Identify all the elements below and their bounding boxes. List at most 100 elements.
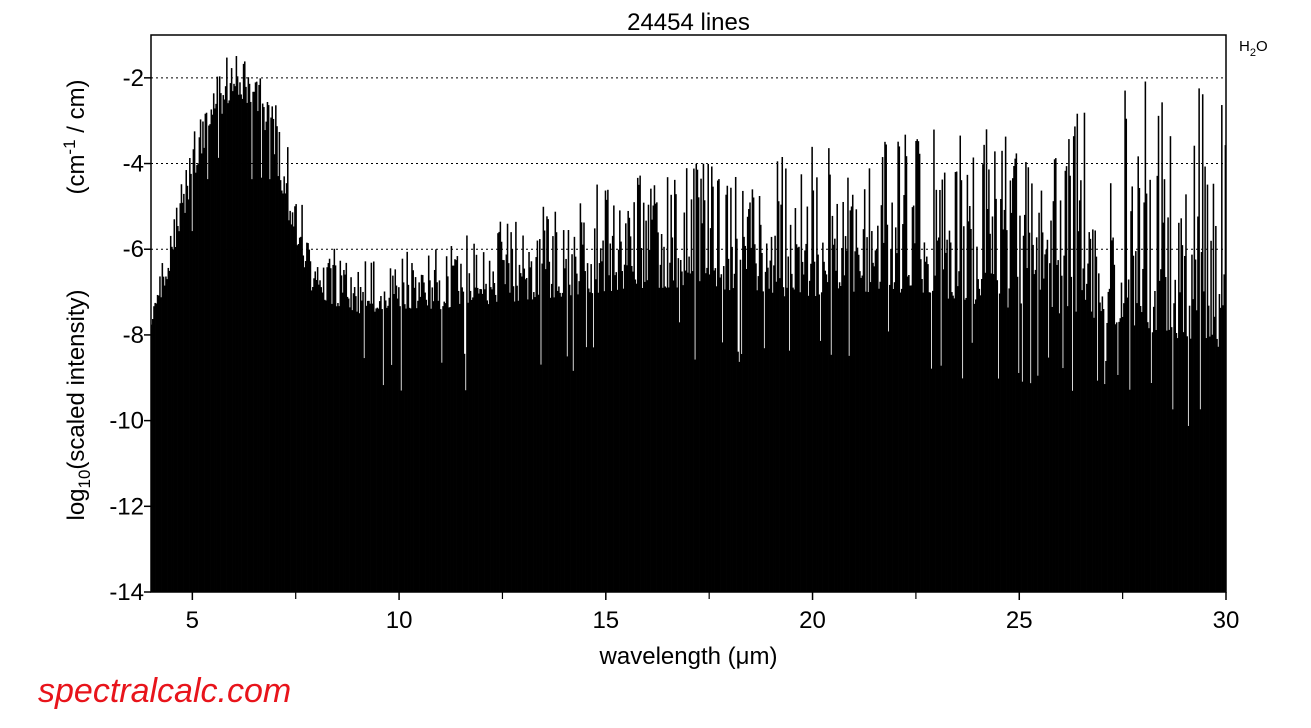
spectral-line [959, 135, 962, 592]
spectral-line [429, 280, 431, 592]
spectral-line [177, 226, 179, 592]
spectral-line [555, 232, 558, 592]
spectral-line [1172, 409, 1174, 592]
spectral-line [232, 91, 234, 593]
spectral-line [952, 295, 954, 592]
spectral-line [175, 207, 178, 592]
spectral-line [785, 168, 787, 592]
spectral-line [906, 276, 909, 592]
spectral-line [701, 223, 704, 592]
spectral-line [627, 210, 629, 592]
spectral-line [509, 292, 511, 592]
spectral-line [665, 287, 668, 592]
spectral-line [214, 108, 216, 593]
spectral-line [162, 276, 165, 592]
spectral-line [806, 206, 809, 593]
spectral-line [844, 236, 847, 592]
spectral-line [353, 287, 356, 592]
spectral-line [1179, 292, 1181, 592]
spectral-line [1170, 327, 1173, 592]
spectral-line [601, 261, 603, 592]
spectral-line [423, 282, 425, 592]
spectral-line [703, 200, 706, 593]
spectral-line [531, 299, 534, 592]
spectral-line [1055, 158, 1057, 592]
spectral-line [634, 279, 637, 592]
spectral-line [650, 188, 652, 593]
spectral-line [218, 76, 221, 593]
spectral-line [486, 300, 489, 592]
spectral-line [1200, 252, 1203, 592]
spectral-line [204, 113, 207, 593]
spectral-line [1053, 159, 1056, 593]
spectral-line [759, 224, 762, 593]
spectral-line [961, 378, 964, 592]
spectral-line [506, 223, 509, 592]
spectral-line [410, 308, 412, 592]
spectral-line [1083, 112, 1086, 593]
spectral-line [602, 240, 604, 592]
spectral-line [726, 185, 729, 592]
spectral-line [1006, 230, 1008, 592]
spectral-line [454, 259, 456, 592]
spectral-line [180, 184, 183, 593]
spectral-line [332, 264, 334, 592]
spectral-line [743, 236, 745, 592]
spectral-line [543, 230, 546, 593]
spectral-line [494, 294, 497, 592]
spectral-line [1084, 299, 1087, 592]
spectral-line [155, 303, 158, 592]
spectral-line [484, 289, 486, 592]
spectral-line [349, 307, 351, 592]
spectral-line [877, 225, 879, 592]
spectral-line [368, 300, 370, 592]
spectral-line [565, 258, 567, 592]
spectral-line [838, 282, 841, 592]
spectral-line [390, 364, 393, 592]
spectral-line [252, 91, 254, 592]
spectral-line [994, 151, 996, 592]
spectral-line [288, 220, 290, 592]
spectral-line [415, 308, 418, 592]
spectral-line [1009, 180, 1012, 592]
spectral-line [850, 206, 853, 592]
spectral-line [683, 212, 686, 593]
spectral-line [1060, 275, 1063, 592]
spectral-line [719, 277, 721, 592]
spectral-line [971, 342, 973, 592]
spectral-line [849, 210, 852, 593]
spectral-line [584, 271, 586, 592]
spectral-line [896, 253, 898, 592]
spectral-line [1059, 200, 1062, 593]
spectral-line [1080, 180, 1082, 592]
spectral-line [496, 301, 498, 592]
spectral-line [314, 271, 317, 592]
spectral-line [463, 353, 466, 592]
spectral-line [694, 359, 696, 592]
spectral-line [696, 169, 699, 592]
spectral-line [313, 278, 315, 592]
spectral-line [266, 102, 269, 592]
spectral-line [334, 265, 337, 592]
y-tick-label: -4 [123, 151, 144, 178]
spectral-line [229, 83, 232, 592]
spectral-line [998, 293, 1001, 592]
spectral-line [1023, 214, 1026, 592]
spectral-line [1076, 113, 1079, 592]
spectral-line [880, 205, 883, 593]
spectral-line [645, 220, 647, 592]
spectral-line [762, 291, 764, 592]
chart-title: 24454 lines [627, 9, 750, 36]
spectral-line [1051, 306, 1053, 592]
spectral-line [746, 216, 749, 592]
spectral-line [365, 305, 368, 592]
spectral-line [152, 319, 154, 592]
spectral-line [224, 86, 227, 592]
spectral-line [653, 185, 656, 592]
spectral-line [239, 82, 241, 592]
spectral-line [834, 238, 836, 593]
spectral-line [339, 260, 342, 592]
spectral-line [597, 292, 600, 592]
spectral-line [1043, 278, 1045, 592]
